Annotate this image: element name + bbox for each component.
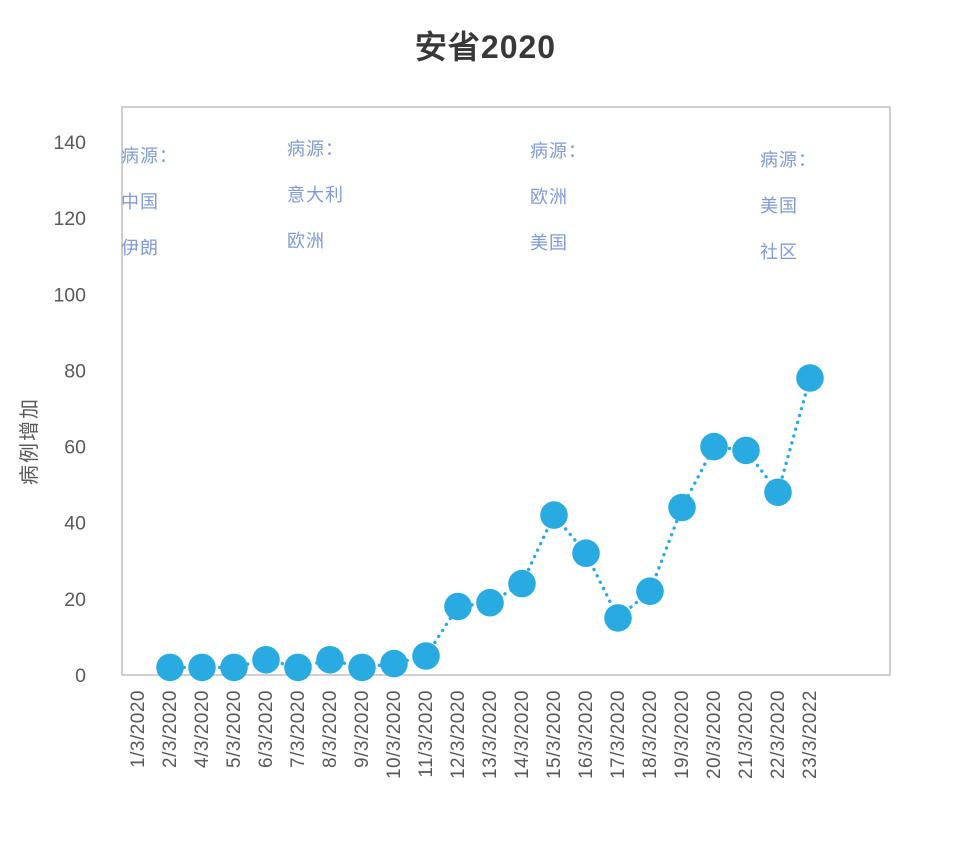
data-point-marker [412,642,440,670]
x-axis-tick-label: 2/3/2020 [160,690,181,768]
data-point-marker [380,649,408,678]
y-axis-tick-label: 60 [64,437,86,459]
x-axis-tick-label: 6/3/2020 [256,690,277,768]
data-point-marker [796,364,824,392]
data-point-marker [540,501,568,529]
series-line [168,376,812,670]
data-point-marker [668,493,696,522]
annotation-source-europe-usa: 病源： 欧洲 美国 [530,128,587,266]
x-axis-tick-label: 14/3/2020 [512,690,533,779]
y-axis-tick-label: 80 [64,360,86,382]
x-axis-tick-label: 7/3/2020 [288,690,309,768]
y-axis-tick-label: 0 [75,665,86,687]
annotation-source-line: 欧洲 [530,187,568,207]
x-axis-tick-label: 15/3/2020 [544,690,565,779]
x-axis-tick-label: 22/3/2020 [768,690,789,779]
data-point-marker [476,588,504,617]
annotation-source-line: 美国 [530,233,568,253]
x-axis-tick-label: 11/3/2020 [416,690,437,778]
annotation-source-line: 社区 [760,242,798,262]
annotation-source-line: 伊朗 [121,238,159,258]
annotation-heading: 病源： [121,146,178,166]
x-axis-tick-label: 18/3/2020 [640,690,661,779]
x-axis-tick-label: 12/3/2020 [448,690,469,779]
data-point-marker [348,653,376,682]
x-axis-tick-label: 20/3/2020 [704,690,725,779]
y-axis-tick-label: 40 [64,513,86,535]
annotation-source-china-iran: 病源： 中国 伊朗 [121,133,178,271]
x-axis-tick-label: 19/3/2020 [672,690,693,779]
y-axis-tick-label: 20 [64,589,86,611]
data-point-marker [604,604,632,632]
annotation-source-line: 意大利 [287,185,344,205]
x-axis-tick-label: 17/3/2020 [608,690,629,779]
data-point-marker [284,653,312,682]
data-point-marker [220,653,248,682]
data-point-marker [764,478,792,507]
data-point-marker [444,592,472,621]
annotation-heading: 病源： [287,139,344,159]
annotation-heading: 病源： [760,150,817,170]
data-point-marker [732,436,760,465]
data-point-marker [316,646,344,674]
x-axis-tick-label: 13/3/2020 [480,690,501,779]
x-axis-tick-label: 10/3/2020 [384,690,405,779]
data-point-marker [572,539,600,567]
data-point-marker [156,653,184,682]
y-axis-tick-label: 120 [53,208,86,230]
x-axis-tick-label: 8/3/2020 [320,690,341,768]
x-axis-tick-label: 4/3/2020 [192,690,213,768]
y-axis-tick-label: 100 [53,284,86,306]
annotation-source-line: 中国 [121,192,159,212]
x-axis-tick-label: 5/3/2020 [224,690,245,768]
x-axis-tick-label: 9/3/2020 [352,690,373,768]
annotation-source-usa-community: 病源： 美国 社区 [760,137,817,275]
annotation-source-italy-europe: 病源： 意大利 欧洲 [287,126,344,264]
x-axis-tick-label: 16/3/2020 [576,690,597,779]
x-axis-tick-label: 23/3/2022 [800,690,821,779]
data-point-marker [636,577,664,605]
data-point-marker [252,646,280,674]
plot-border [121,106,891,676]
x-axis-tick-label: 1/3/2020 [128,690,149,768]
chart-title: 安省2020 [414,29,557,65]
y-axis-tick-label: 140 [53,132,86,154]
annotation-source-line: 美国 [760,196,798,216]
annotation-heading: 病源： [530,141,587,161]
data-point-marker [188,653,216,682]
data-point-marker [508,569,536,598]
annotation-source-line: 欧洲 [287,231,325,251]
data-point-marker [700,432,728,461]
y-axis-title: 病例增加 [18,397,41,485]
x-axis-tick-label: 21/3/2020 [736,690,757,779]
